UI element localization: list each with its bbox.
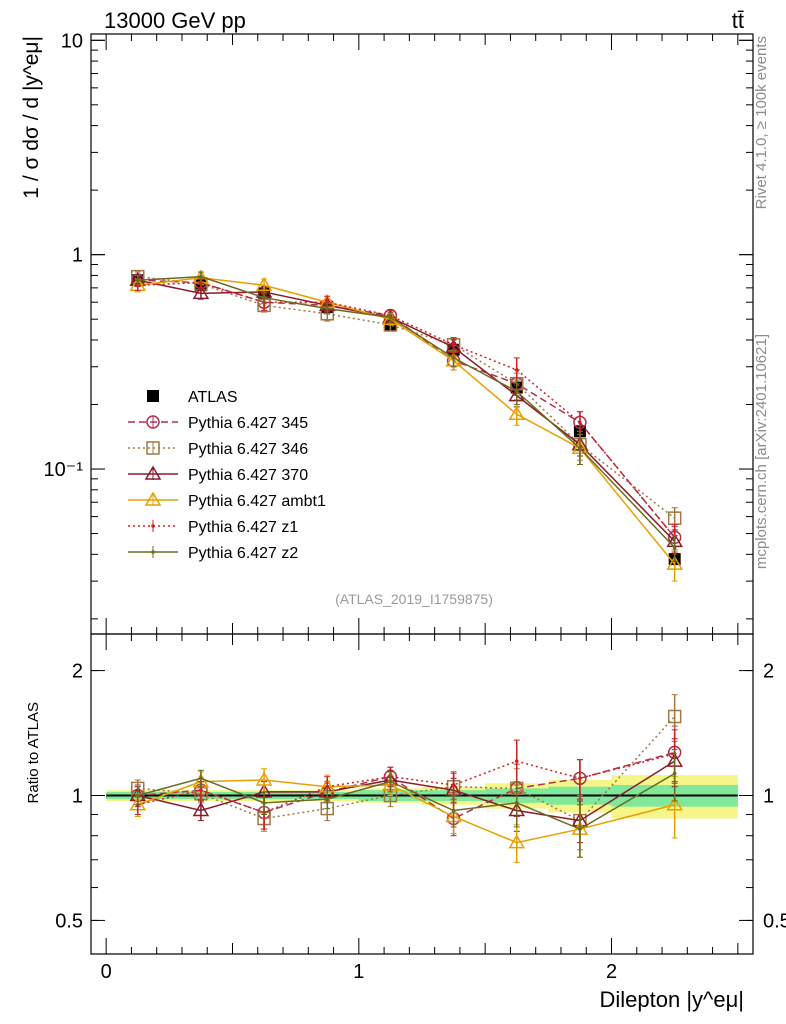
data-point	[146, 415, 160, 429]
x-axis-ticks: 0 1 2	[101, 34, 739, 983]
ratio-plot-frame	[90, 633, 754, 955]
data-point	[325, 306, 330, 311]
legend-item: Pythia 6.427 z2	[128, 545, 298, 562]
header-right-title: tt̄	[732, 8, 744, 33]
data-point	[578, 420, 582, 425]
side-text-top: Rivet 4.1.0, ≥ 100k events	[753, 36, 770, 209]
data-point	[514, 759, 519, 763]
series-pythia-6-427-346	[130, 694, 682, 851]
data-point	[144, 491, 162, 506]
legend-item: Pythia 6.427 346	[128, 441, 308, 458]
data-point	[262, 801, 266, 805]
data-point	[151, 550, 155, 554]
data-point	[192, 802, 210, 817]
y-tick-label: 10⁻¹	[44, 459, 84, 481]
data-point	[199, 776, 203, 781]
data-point	[388, 779, 393, 784]
legend-label: ATLAS	[188, 389, 238, 406]
y-tick-label: 2	[72, 661, 83, 683]
data-point	[451, 783, 456, 787]
y-tick-label-right: 0.5	[763, 910, 786, 932]
data-point	[578, 827, 582, 831]
series-pythia-6-427-z2	[134, 749, 678, 858]
data-point	[667, 511, 682, 525]
data-point	[514, 801, 519, 805]
data-point	[578, 446, 582, 451]
legend-item: Pythia 6.427 345	[128, 415, 308, 432]
series-pythia-6-427-370	[129, 271, 683, 555]
data-point	[199, 788, 203, 792]
x-tick-label: 0	[101, 961, 112, 983]
data-point	[508, 834, 526, 849]
series-pythia-6-427-z1	[134, 729, 678, 830]
data-point	[514, 389, 519, 394]
data-point	[451, 342, 456, 347]
series-line	[137, 716, 676, 822]
legend: ATLAS Pythia 6.427 345 Pythia 6.427 346 Pyt…	[128, 389, 326, 562]
x-tick-label: 2	[606, 961, 617, 983]
legend-label: Pythia 6.427 ambt1	[188, 493, 326, 510]
series-pythia-6-427-z2	[134, 271, 678, 563]
data-point	[262, 295, 266, 300]
y-tick-label: 10	[61, 30, 83, 52]
x-axis-label: Dilepton |y^eμ|	[600, 987, 745, 1012]
header-left-title: 13000 GeV pp	[104, 8, 246, 33]
series-line	[137, 281, 676, 538]
y-tick-label-right: 2	[763, 661, 774, 683]
data-point	[151, 524, 155, 528]
side-text-bottom: mcplots.cern.ch [arXiv:2401.10621]	[753, 334, 770, 569]
data-point	[199, 274, 203, 279]
main-plot-frame	[90, 33, 754, 635]
data-point	[667, 709, 682, 724]
data-point	[666, 796, 683, 811]
data-point	[578, 776, 582, 781]
series-line	[137, 275, 676, 519]
legend-label: Pythia 6.427 345	[188, 415, 308, 432]
x-tick-label: 1	[353, 961, 364, 983]
data-point	[451, 808, 456, 813]
legend-item: Pythia 6.427 ambt1	[128, 491, 326, 510]
data-point	[135, 278, 140, 283]
legend-label: Pythia 6.427 z2	[188, 545, 298, 562]
data-point	[146, 441, 160, 455]
ratio-series-layer	[129, 694, 683, 863]
data-point	[144, 465, 162, 480]
main-y-axis-ticks: 10 1 10⁻¹	[44, 30, 753, 620]
legend-item: Pythia 6.427 z1	[128, 519, 298, 536]
legend-label: Pythia 6.427 370	[188, 467, 308, 484]
main-series-layer	[129, 269, 683, 582]
data-point	[325, 797, 330, 801]
y-tick-label-right: 1	[763, 785, 774, 807]
y-tick-label: 1	[72, 245, 83, 267]
data-point	[255, 276, 273, 291]
data-point	[672, 545, 677, 550]
data-point	[135, 793, 140, 798]
analysis-label: (ATLAS_2019_I1759875)	[335, 591, 493, 607]
data-point	[325, 784, 330, 789]
data-point	[666, 555, 683, 570]
legend-item: Pythia 6.427 370	[128, 465, 308, 484]
legend-item: ATLAS	[147, 389, 238, 406]
data-point	[147, 390, 159, 402]
data-point	[514, 368, 519, 372]
ratio-y-axis-label: Ratio to ATLAS	[25, 702, 42, 803]
ratio-y-axis-ticks: 2 1 0.5 2 1 0.5	[55, 661, 786, 933]
data-point	[325, 300, 330, 305]
main-y-axis-label: 1 / σ dσ / d |y^eμ|	[20, 36, 43, 199]
data-point	[451, 356, 456, 360]
data-point	[508, 405, 526, 421]
y-tick-label: 1	[72, 785, 83, 807]
data-point	[382, 310, 399, 325]
data-point	[192, 284, 210, 300]
legend-label: Pythia 6.427 z1	[188, 519, 298, 536]
data-point	[388, 315, 393, 320]
data-point	[672, 771, 677, 776]
legend-label: Pythia 6.427 346	[188, 441, 308, 458]
y-tick-label: 0.5	[55, 910, 83, 932]
data-point	[255, 771, 273, 786]
